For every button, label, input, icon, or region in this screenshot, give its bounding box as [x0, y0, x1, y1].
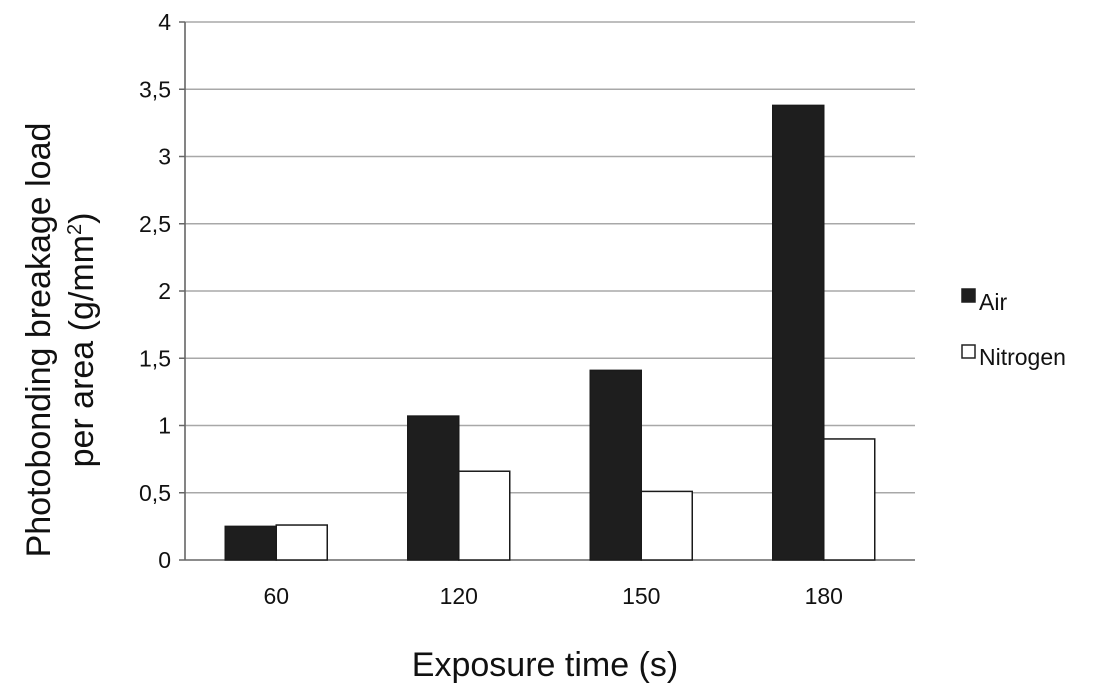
- bar-air-120: [408, 416, 459, 560]
- bar-air-150: [590, 370, 641, 560]
- bars: [225, 105, 875, 560]
- y-axis-title: Photobonding breakage load per area (g/m…: [20, 123, 101, 558]
- y-axis-title-superscript: 2: [64, 224, 86, 235]
- y-axis-title-line-2: per area (g/mm2): [63, 213, 101, 468]
- y-tick-label: 3: [158, 144, 171, 170]
- legend-swatch-nitrogen: [962, 345, 975, 358]
- bar-nitrogen-120: [459, 471, 510, 560]
- bar-air-60: [225, 526, 276, 560]
- bar-nitrogen-180: [824, 439, 875, 560]
- y-axis-title-text: per area (g/mm: [63, 235, 101, 467]
- y-tick-label: 0: [158, 547, 171, 573]
- x-tick-label: 60: [263, 583, 289, 609]
- x-axis-title: Exposure time (s): [412, 646, 678, 684]
- y-tick-label: 1: [158, 413, 171, 439]
- x-tick-label: 120: [440, 583, 478, 609]
- y-tick-label: 1,5: [139, 345, 171, 371]
- y-axis-title-line-1: Photobonding breakage load: [20, 123, 58, 558]
- y-tick-label: 4: [158, 9, 171, 35]
- legend-label-air: Air: [979, 289, 1007, 315]
- y-tick-label: 2,5: [139, 211, 171, 237]
- bar-air-180: [773, 105, 824, 560]
- y-axis-title-close: ): [63, 213, 101, 224]
- y-tick-label: 2: [158, 278, 171, 304]
- x-tick-label: 180: [805, 583, 843, 609]
- y-tick-label: 0,5: [139, 480, 171, 506]
- y-tick-label: 3,5: [139, 76, 171, 102]
- legend-label-nitrogen: Nitrogen: [979, 344, 1066, 370]
- x-tick-label: 150: [622, 583, 660, 609]
- bar-nitrogen-150: [641, 491, 692, 560]
- legend-swatch-air: [962, 289, 975, 302]
- legend: Air Nitrogen: [962, 289, 1066, 370]
- bar-nitrogen-60: [276, 525, 327, 560]
